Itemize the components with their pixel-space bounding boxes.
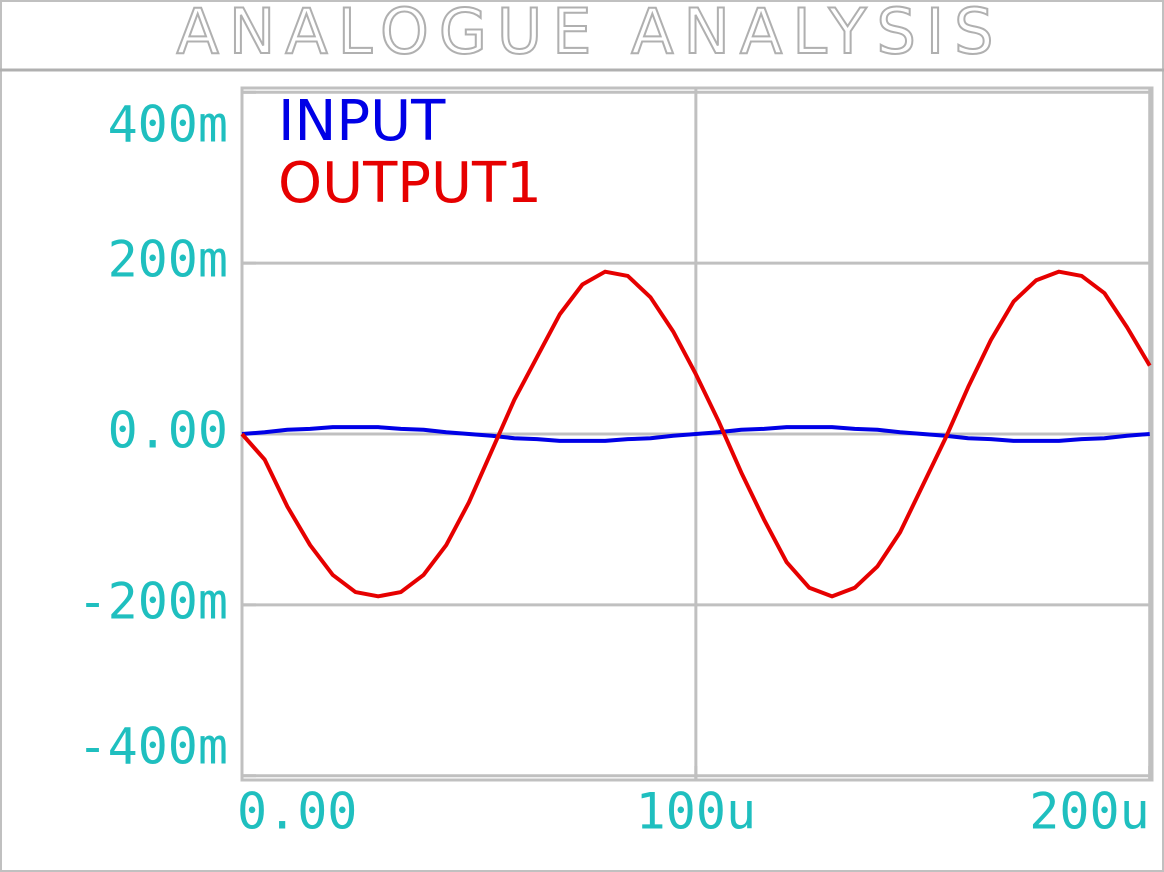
- legend-entry: INPUT: [278, 89, 446, 154]
- y-tick-label: -200m: [77, 572, 228, 630]
- x-tick-label: 100u: [636, 783, 756, 841]
- y-tick-label: 400m: [108, 96, 228, 154]
- y-tick-label: 200m: [108, 231, 228, 289]
- legend-entry: OUTPUT1: [278, 151, 542, 216]
- line-series: [241, 425, 1150, 443]
- y-tick-label: 0.00: [108, 402, 228, 460]
- chart-title: ANALOGUE ANALYSIS: [176, 0, 1003, 68]
- line-series: [240, 269, 1152, 599]
- x-tick-label: 0.00: [237, 783, 357, 841]
- y-tick-label: -400m: [77, 718, 228, 776]
- x-tick-label: 200u: [1029, 783, 1149, 841]
